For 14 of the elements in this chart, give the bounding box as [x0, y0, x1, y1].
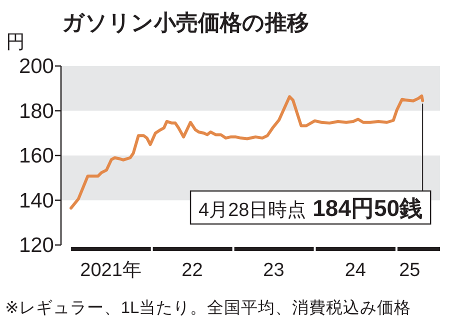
x-tick-label: 22: [182, 260, 203, 281]
y-tick-label: 120: [18, 234, 54, 257]
y-tick-label: 160: [18, 144, 54, 168]
y-tick-label: 140: [18, 189, 54, 212]
text: ※レギュラー、1L当たり。全国平均、消費税込み価格: [5, 298, 412, 317]
y-tick-label: 200: [18, 55, 54, 78]
chart-title: ガソリン小売価格の推移: [62, 10, 309, 35]
x-tick-label: 24: [344, 260, 366, 281]
annotation: 4月28日時点 184円50銭: [198, 195, 423, 221]
x-tick-label: 23: [263, 260, 284, 281]
y-tick-label: 180: [18, 100, 54, 123]
x-tick-label: 2021年: [80, 260, 142, 281]
y-axis-title: 円: [6, 32, 25, 53]
x-tick-label: 25: [399, 260, 420, 281]
